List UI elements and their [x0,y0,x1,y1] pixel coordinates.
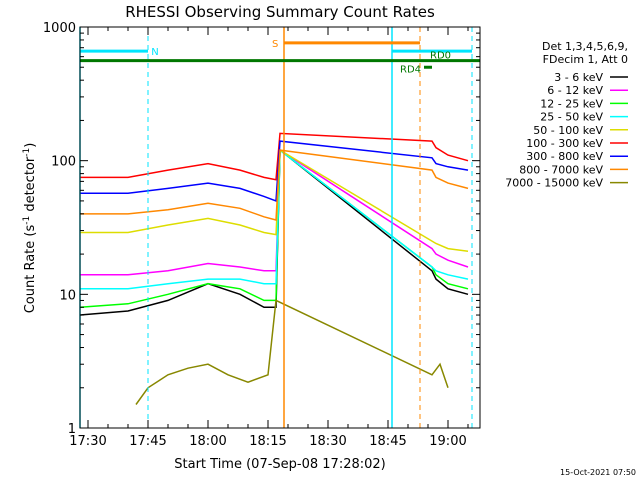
x-tick-label-0: 17:30 [69,434,106,449]
series-line-8 [135,299,449,405]
legend-label-6: 300 - 800 keV [526,150,603,163]
series-lines [79,132,469,405]
chart-title: RHESSI Observing Summary Count Rates [125,3,435,21]
legend-header-2: FDecim 1, Att 0 [543,53,628,66]
rd0-flag-label: RD0 [430,51,451,62]
timestamp: 15-Oct-2021 07:50 [560,468,636,477]
series-line-7 [80,149,469,221]
legend-label-7: 800 - 7000 keV [519,163,603,176]
legend-label-4: 50 - 100 keV [533,124,603,137]
series-line-2 [79,148,469,309]
series-line-1 [80,148,469,276]
y-tick-label-3: 1000 [43,21,76,36]
legend-label-2: 12 - 25 keV [540,97,603,110]
y-axis-label: Count Rate (s-1 detector-1) [22,143,38,314]
y-axis-label-sup2: -1 [22,148,32,157]
legend-header-1: Det 1,3,4,5,6,9, [542,40,628,53]
y-axis-label-sup1: -1 [22,216,32,225]
axis-ticks: 17:30 17:45 18:00 18:15 18:30 18:45 19:00 1 10 10… [43,21,480,449]
x-tick-label-2: 18:00 [189,434,226,449]
plot-frame [79,26,481,429]
y-tick-label-1: 10 [59,288,76,303]
series-line-3 [80,148,469,290]
x-tick-label-6: 19:00 [429,434,466,449]
x-tick-label-5: 18:45 [369,434,406,449]
x-axis-label: Start Time (07-Sep-08 17:28:02) [174,457,385,472]
x-tick-label-4: 18:30 [309,434,346,449]
y-tick-label-2: 100 [51,155,76,170]
x-tick-label-1: 17:45 [129,434,166,449]
legend-label-0: 3 - 6 keV [554,71,603,84]
legend-label-3: 25 - 50 keV [540,111,603,124]
flag-overlays: N S RD4 RD0 [79,27,480,428]
x-tick-label-3: 18:15 [249,434,286,449]
y-axis-label-mid: detector [23,156,38,216]
series-line-5 [80,132,469,181]
legend-label-5: 100 - 300 keV [526,137,603,150]
y-tick-label-0: 1 [68,422,76,437]
legend-label-1: 6 - 12 keV [547,84,603,97]
y-axis-label-main: Count Rate (s [23,225,38,314]
series-line-6 [80,140,469,202]
series-line-4 [80,148,469,253]
saa-flag-label: S [272,39,278,50]
night-flag-label: N [151,47,158,58]
series-line-0 [79,148,469,316]
y-axis-label-end: ) [23,143,38,148]
rd4-flag-label: RD4 [400,65,421,76]
legend-label-8: 7000 - 15000 keV [505,177,603,190]
